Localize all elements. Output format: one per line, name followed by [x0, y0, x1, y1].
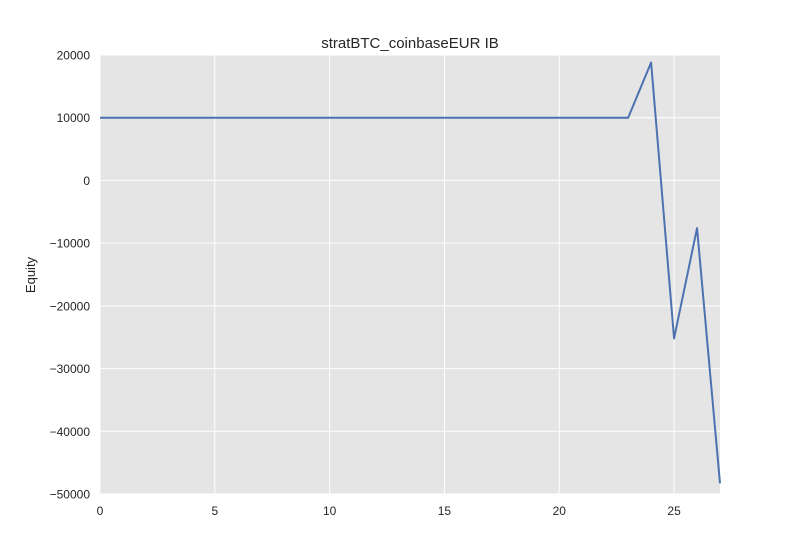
x-tick-label: 0 — [97, 504, 104, 518]
x-tick-label: 5 — [211, 504, 218, 518]
plot-area — [100, 55, 720, 494]
y-tick-label: −30000 — [50, 362, 91, 376]
equity-line — [100, 61, 721, 484]
y-tick-label: −10000 — [50, 237, 91, 251]
tick-labels: 0 5 10 15 20 25 20000 10000 0 −10000 −20000 −30000 −… — [50, 49, 681, 519]
x-tick-label: 20 — [553, 504, 567, 518]
x-tick-label: 25 — [667, 504, 681, 518]
y-axis-label: Equity — [23, 256, 38, 293]
y-tick-label: 20000 — [57, 49, 91, 63]
x-tick-label: 15 — [438, 504, 452, 518]
grid-lines — [99, 54, 720, 495]
y-tick-label: 10000 — [57, 111, 91, 125]
y-tick-label: 0 — [83, 174, 90, 188]
series-layer — [100, 61, 721, 484]
y-tick-label: −40000 — [50, 425, 91, 439]
y-tick-label: −20000 — [50, 299, 91, 313]
y-tick-label: −50000 — [50, 488, 91, 502]
x-tick-label: 10 — [323, 504, 337, 518]
chart-title: stratBTC_coinbaseEUR IB — [321, 35, 499, 52]
